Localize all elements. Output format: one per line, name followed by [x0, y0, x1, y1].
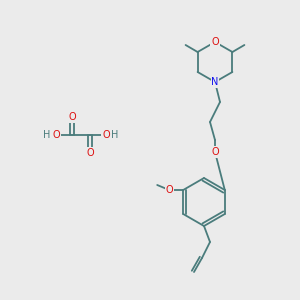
Text: H: H	[111, 130, 119, 140]
Text: O: O	[52, 130, 60, 140]
Text: O: O	[86, 148, 94, 158]
Text: O: O	[102, 130, 110, 140]
Text: O: O	[211, 147, 219, 157]
Text: H: H	[43, 130, 51, 140]
Text: O: O	[68, 112, 76, 122]
Text: N: N	[211, 77, 219, 87]
Text: O: O	[211, 37, 219, 47]
Text: O: O	[165, 185, 173, 195]
